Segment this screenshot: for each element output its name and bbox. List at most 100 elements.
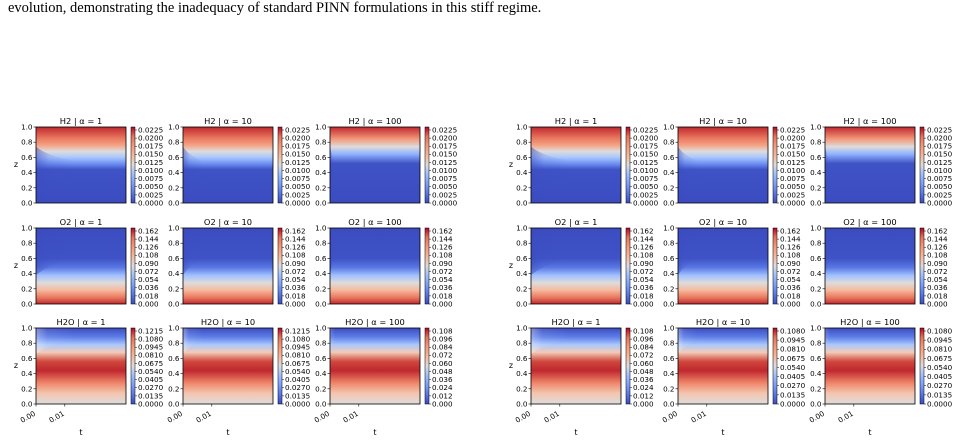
colorbar bbox=[424, 227, 430, 305]
colorbar-tick-label: 0.0200 bbox=[285, 134, 311, 143]
colorbar-tick-label: 0.0050 bbox=[927, 182, 953, 191]
y-tick-label: 0.4 bbox=[21, 168, 33, 177]
colorbar-tick-label: 0.0175 bbox=[432, 142, 457, 151]
y-tick-label: 0.2 bbox=[663, 183, 674, 192]
y-tick-label: 0.2 bbox=[516, 183, 527, 192]
colorbar-tick-label: 0.036 bbox=[285, 283, 306, 292]
colorbar-tick-label: 0.162 bbox=[285, 226, 306, 235]
colorbar-tick-label: 0.162 bbox=[138, 226, 159, 235]
colorbar-tick-label: 0.126 bbox=[780, 243, 801, 252]
colorbar-tick-label: 0.0540 bbox=[927, 363, 953, 372]
heatmap-panel: O2 | α = 101.00.80.60.40.20.00.1620.1440… bbox=[663, 217, 801, 309]
colorbar-tick-label: 0.162 bbox=[633, 226, 654, 235]
y-tick-label: 0.2 bbox=[516, 384, 527, 393]
heatmap-field bbox=[330, 328, 420, 404]
colorbar-tick-label: 0.054 bbox=[138, 275, 159, 284]
y-tick-label: 0.4 bbox=[663, 168, 675, 177]
boundary-layer-shade bbox=[330, 228, 336, 276]
colorbar-tick-label: 0.126 bbox=[633, 243, 654, 252]
y-tick-label: 0.2 bbox=[663, 284, 674, 293]
colorbar-tick-label: 0.1080 bbox=[927, 326, 953, 335]
x-tick-label: 0.00 bbox=[808, 409, 827, 425]
heatmap-panel: H2O | α = 10 1.0 0.8 0.6 0.4 0.2 0.00.00 0.01 t 0… bbox=[661, 317, 806, 437]
heatmap-panel: O2 | α = 11.00.80.60.40.20.0z0.1620.1440… bbox=[14, 217, 159, 309]
colorbar-tick-label: 0.144 bbox=[285, 235, 306, 244]
colorbar-tick-label: 0.054 bbox=[927, 275, 948, 284]
panel-frame bbox=[677, 126, 769, 204]
colorbar-tick-label: 0.018 bbox=[927, 291, 948, 300]
colorbar-tick-label: 0.060 bbox=[633, 359, 654, 368]
heatmap-panel: O2 | α = 101.00.80.60.40.20.00.1620.1440… bbox=[168, 217, 306, 309]
colorbar-tick-label: 0.0000 bbox=[285, 399, 311, 408]
y-tick-label: 0.6 bbox=[810, 254, 822, 263]
boundary-layer-shade bbox=[825, 228, 831, 276]
y-tick-label: 0.8 bbox=[810, 339, 822, 348]
colorbar-tick-label: 0.162 bbox=[780, 226, 801, 235]
colorbar-tick-label: 0.144 bbox=[780, 235, 801, 244]
colorbar-tick-label: 0.0000 bbox=[927, 198, 953, 207]
boundary-layer-shade bbox=[531, 328, 569, 354]
colorbar-tick-label: 0.000 bbox=[432, 299, 453, 308]
panel-title: H2 | α = 100 bbox=[843, 116, 896, 126]
colorbar bbox=[772, 126, 778, 204]
y-tick-label: 0.0 bbox=[315, 400, 327, 409]
panel-title: H2O | α = 100 bbox=[840, 317, 900, 327]
heatmap-panel: H2 | α = 100 1.0 0.8 0.6 0.4 0.2 0.0 0.02250.02… bbox=[315, 116, 458, 208]
colorbar-tick-label: 0.090 bbox=[633, 259, 654, 268]
colorbar-tick-label: 0.036 bbox=[633, 283, 654, 292]
y-tick-label: 0.4 bbox=[810, 269, 822, 278]
boundary-layer-shade bbox=[183, 328, 203, 354]
heatmap-panel: H2 | α = 10 1.0 0.8 0.6 0.4 0.2 0.0 0.02250.020… bbox=[663, 116, 806, 208]
x-axis-label: t bbox=[79, 428, 82, 437]
y-tick-label: 0.4 bbox=[168, 168, 180, 177]
boundary-layer-shade bbox=[183, 228, 203, 276]
colorbar-tick-label: 0.036 bbox=[138, 283, 159, 292]
colorbar bbox=[424, 327, 430, 405]
y-tick-label: 1.0 bbox=[21, 224, 33, 233]
x-tick-label: 0.00 bbox=[19, 409, 38, 425]
colorbar-tick-label: 0.0050 bbox=[780, 182, 806, 191]
colorbar-tick-label: 0.054 bbox=[633, 275, 654, 284]
y-tick-label: 0.8 bbox=[168, 239, 180, 248]
colorbar-tick-label: 0.072 bbox=[633, 351, 654, 360]
colorbar-tick-label: 0.126 bbox=[285, 243, 306, 252]
boundary-layer-shade bbox=[678, 328, 698, 354]
y-tick-label: 0.2 bbox=[168, 183, 179, 192]
y-tick-label: 0.6 bbox=[663, 153, 675, 162]
boundary-layer-shade bbox=[678, 228, 698, 276]
x-tick-label: 0.00 bbox=[313, 409, 332, 425]
y-tick-label: 0.8 bbox=[663, 239, 675, 248]
heatmap-panel: H2 | α = 10 1.0 0.8 0.6 0.4 0.2 0.0 0.02250.020… bbox=[168, 116, 311, 208]
colorbar-tick-label: 0.0405 bbox=[927, 372, 952, 381]
panel-title: H2O | α = 1 bbox=[56, 317, 105, 327]
y-tick-label: 0.8 bbox=[21, 138, 33, 147]
panel-frame bbox=[35, 227, 127, 305]
colorbar-tick-label: 0.000 bbox=[633, 299, 654, 308]
panel-title: O2 | α = 1 bbox=[555, 217, 598, 227]
colorbar-tick-label: 0.0810 bbox=[780, 345, 806, 354]
colorbar-tick-label: 0.0000 bbox=[780, 399, 806, 408]
colorbar-tick-label: 0.0075 bbox=[138, 174, 163, 183]
y-tick-label: 0.0 bbox=[663, 199, 675, 208]
figure-caption-line: evolution, demonstrating the inadequacy … bbox=[8, 0, 542, 16]
colorbar-tick-label: 0.0000 bbox=[138, 198, 164, 207]
colorbar-tick-label: 0.054 bbox=[780, 275, 801, 284]
colorbar bbox=[772, 327, 778, 405]
colorbar-tick-label: 0.0225 bbox=[927, 125, 952, 134]
y-tick-label: 0.0 bbox=[21, 300, 33, 309]
y-tick-label: 0.2 bbox=[315, 384, 326, 393]
y-tick-label: 0.6 bbox=[516, 254, 528, 263]
colorbar-tick-label: 0.0540 bbox=[285, 367, 311, 376]
colorbar-tick-label: 0.096 bbox=[432, 335, 453, 344]
y-axis-label: z bbox=[14, 361, 18, 370]
colorbar-tick-label: 0.018 bbox=[285, 291, 306, 300]
heatmap-panel: H2 | α = 100 1.0 0.8 0.6 0.4 0.2 0.0 0.02250.02… bbox=[810, 116, 953, 208]
panel-frame bbox=[824, 227, 916, 305]
y-tick-label: 0.8 bbox=[663, 138, 675, 147]
colorbar-tick-label: 0.0000 bbox=[927, 399, 953, 408]
heatmap-panel: H2O | α = 100 1.0 0.8 0.6 0.4 0.2 0.00.00 0.01 t… bbox=[313, 317, 453, 437]
y-tick-label: 0.6 bbox=[21, 254, 33, 263]
colorbar-tick-label: 0.0000 bbox=[633, 198, 659, 207]
colorbar-tick-label: 0.0025 bbox=[780, 190, 805, 199]
